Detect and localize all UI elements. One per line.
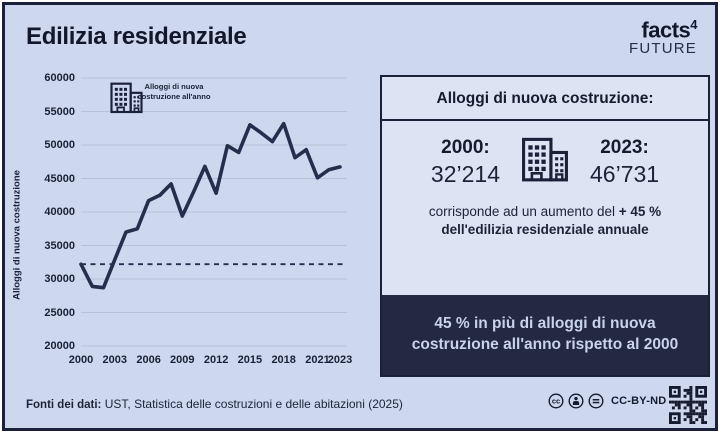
license-row: cc CC-BY-ND 4.0 <box>548 393 686 409</box>
y-tick-label: 60000 <box>44 72 75 84</box>
chart-annotation: Alloggi di nuova costruzione all'anno <box>109 82 239 114</box>
x-tick-label: 2018 <box>271 354 296 366</box>
x-tick-label: 2003 <box>102 354 128 366</box>
facts4future-logo: facts4 FUTURE <box>628 17 698 58</box>
svg-text:cc: cc <box>552 397 560 406</box>
x-tick-label: 2012 <box>203 354 229 366</box>
stat-2000: 2000: 32’214 <box>431 137 500 188</box>
y-tick-label: 25000 <box>44 306 75 319</box>
fact-panel-header: Alloggi di nuova costruzione: <box>382 77 708 121</box>
qr-code <box>669 386 707 424</box>
y-tick-label: 55000 <box>44 105 75 118</box>
x-tick-label: 2015 <box>237 354 263 366</box>
y-tick-label: 35000 <box>44 239 75 252</box>
stats-row: 2000: 32’214 2023: 46’731 <box>396 137 694 188</box>
cc-by-icon <box>568 393 584 409</box>
y-tick-label: 40000 <box>44 206 75 218</box>
cc-icon: cc <box>548 393 564 409</box>
stat-2023-value: 46’731 <box>590 161 660 187</box>
x-tick-label: 2009 <box>170 354 195 366</box>
increase-note-bold: + 45 % dell'edilizia residenziale annual… <box>441 204 662 237</box>
building-icon <box>520 137 570 187</box>
logo-brand: facts4 <box>629 17 697 43</box>
x-tick-label: 2000 <box>68 354 94 366</box>
fact-panel-body: 2000: 32’214 2023: 46’731 corrisponde ad… <box>382 121 708 295</box>
increase-note-regular: corrisponde ad un aumento del <box>428 204 615 219</box>
stat-2000-value: 32’214 <box>430 161 500 187</box>
y-tick-label: 30000 <box>44 273 75 285</box>
y-tick-label: 20000 <box>44 340 75 352</box>
data-sources: Fonti dei dati: UST, Statistica delle co… <box>26 397 403 411</box>
highlight-banner: 45 % in più di alloggi di nuova costruzi… <box>382 295 708 375</box>
cc-nd-icon <box>588 393 604 409</box>
page-title: Edilizia residenziale <box>26 23 247 50</box>
sources-label: Fonti dei dati: <box>26 399 102 411</box>
chart-annotation-line1: Alloggi di nuova <box>144 82 204 91</box>
fact-panel: Alloggi di nuova costruzione: 2000: 32’2… <box>380 75 710 377</box>
y-axis-title: Alloggi di nuova costruzione <box>11 170 23 300</box>
logo-superscript: 4 <box>690 17 697 32</box>
stat-2023: 2023: 46’731 <box>590 137 659 188</box>
sources-text: UST, Statistica delle costruzioni e dell… <box>104 397 403 411</box>
y-tick-label: 50000 <box>44 139 75 151</box>
y-tick-label: 45000 <box>44 172 75 185</box>
x-tick-label: 2021 <box>305 354 330 366</box>
stat-2000-label: 2000: <box>441 137 490 158</box>
license-text: CC-BY-ND 4.0 <box>611 395 686 407</box>
chart-svg <box>79 77 347 347</box>
increase-note: corrisponde ad un aumento del + 45 % del… <box>405 203 685 238</box>
x-tick-label: 2006 <box>136 354 161 366</box>
logo-brand-text: facts <box>641 17 691 43</box>
line-chart: Alloggi di nuova costruzione 60000 55000 5… <box>12 72 353 366</box>
x-tick-label: 2023 <box>327 354 353 366</box>
logo-subtitle: FUTURE <box>628 40 697 58</box>
chart-annotation-line2: costruzione all'anno <box>137 91 211 101</box>
stat-2023-label: 2023: <box>600 137 649 158</box>
